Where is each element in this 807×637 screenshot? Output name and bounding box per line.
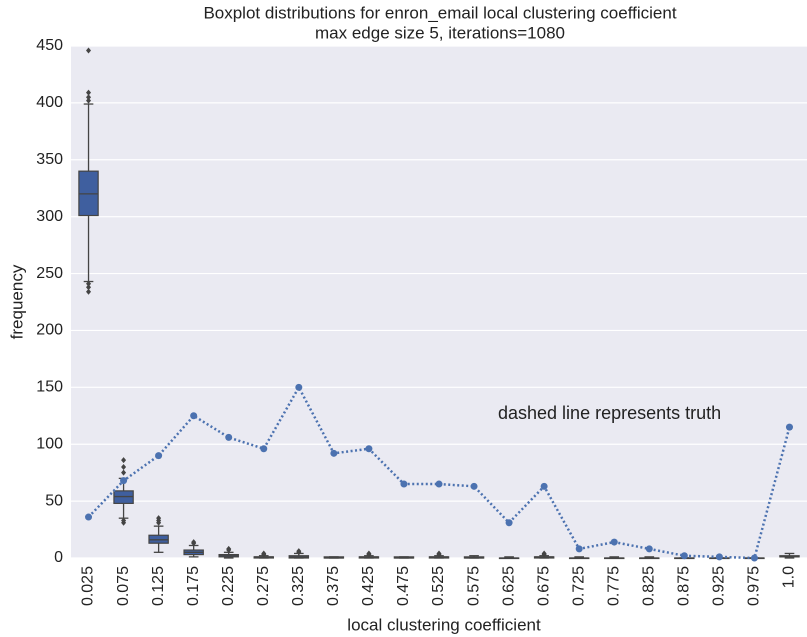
truth-point (85, 513, 93, 521)
chart-title: Boxplot distributions for enron_email lo… (203, 3, 676, 22)
y-tick-label: 50 (45, 492, 63, 509)
x-tick-label: 0.075 (115, 566, 132, 606)
y-tick-label: 0 (54, 549, 63, 566)
truth-point (295, 383, 303, 391)
truth-point (190, 412, 198, 420)
x-tick-label: 0.475 (395, 566, 412, 606)
truth-point (260, 445, 268, 453)
outlier (541, 550, 547, 557)
x-tick-label: 0.275 (255, 566, 272, 606)
outlier (226, 545, 232, 552)
x-tick-label: 0.825 (641, 566, 658, 606)
x-tick-label: 0.375 (325, 566, 342, 606)
y-tick-label: 200 (36, 322, 63, 339)
chart-subtitle: max edge size 5, iterations=1080 (315, 23, 565, 42)
x-tick-label: 0.775 (605, 566, 622, 606)
outlier (86, 47, 92, 54)
truth-point (785, 423, 793, 431)
outlier (261, 550, 267, 557)
x-tick-label: 0.975 (746, 566, 763, 606)
x-tick-label: 1.0 (781, 566, 798, 588)
outlier (86, 284, 92, 291)
x-tick-label: 0.675 (535, 566, 552, 606)
annotation: dashed line represents truth (498, 403, 721, 423)
y-tick-label: 400 (36, 94, 63, 111)
truth-point (610, 538, 618, 546)
truth-point (750, 554, 758, 562)
outlier (86, 89, 92, 96)
x-tick-label: 0.875 (676, 566, 693, 606)
truth-point (540, 482, 548, 490)
x-tick-label: 0.025 (80, 566, 97, 606)
truth-point (715, 553, 723, 561)
truth-point (155, 452, 163, 460)
x-tick-label: 0.325 (290, 566, 307, 606)
truth-point (505, 519, 513, 527)
outlier (121, 517, 127, 524)
truth-point (680, 552, 688, 560)
y-tick-label: 250 (36, 265, 63, 282)
outlier (156, 515, 162, 522)
truth-point (330, 449, 338, 457)
x-tick-label: 0.175 (185, 566, 202, 606)
outlier (296, 548, 302, 555)
x-tick-label: 0.925 (711, 566, 728, 606)
y-tick-label: 300 (36, 208, 63, 225)
truth-point (575, 545, 583, 553)
outlier (86, 94, 92, 101)
x-tick-label: 0.525 (430, 566, 447, 606)
y-tick-label: 150 (36, 379, 63, 396)
y-tick-label: 100 (36, 435, 63, 452)
x-tick-label: 0.225 (220, 566, 237, 606)
outlier (436, 550, 442, 557)
truth-point (365, 445, 373, 453)
truth-point (645, 545, 653, 553)
outlier (191, 539, 197, 546)
truth-point (470, 482, 478, 490)
outlier (86, 280, 92, 287)
x-tick-label: 0.125 (150, 566, 167, 606)
y-tick-label: 350 (36, 151, 63, 168)
plot-area (71, 46, 807, 558)
y-tick-label: 450 (36, 37, 63, 54)
outlier (121, 463, 127, 470)
x-axis-label: local clustering coefficient (347, 615, 541, 634)
truth-point (400, 480, 408, 488)
outlier (366, 550, 372, 557)
outlier (121, 469, 127, 476)
x-tick-label: 0.425 (360, 566, 377, 606)
y-axis-label: frequency (7, 264, 26, 339)
x-tick-label: 0.725 (570, 566, 587, 606)
x-tick-label: 0.625 (500, 566, 517, 606)
truth-point (120, 477, 128, 485)
outlier (121, 457, 127, 464)
truth-point (435, 480, 443, 488)
truth-point (225, 433, 233, 441)
outlier (86, 288, 92, 295)
x-tick-label: 0.575 (465, 566, 482, 606)
outlier (86, 97, 92, 104)
truth-line (87, 384, 791, 560)
